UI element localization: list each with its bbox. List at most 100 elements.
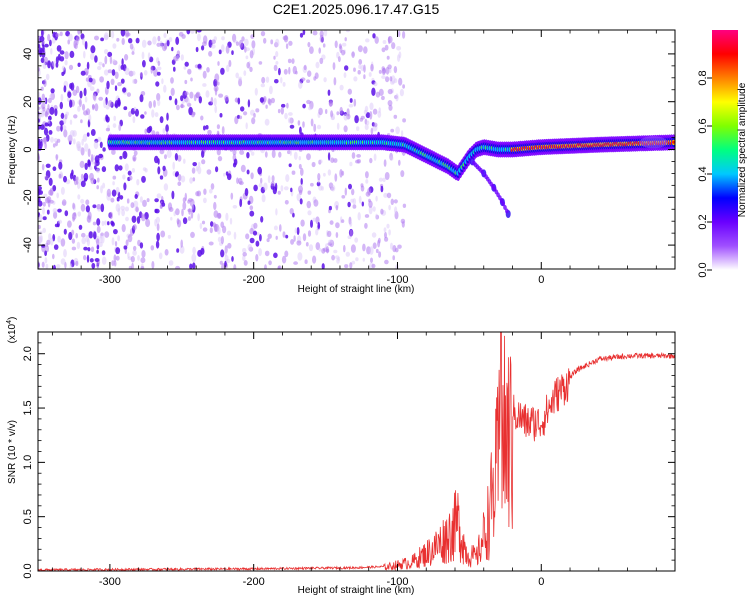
noise-blob: [118, 165, 123, 171]
noise-blob: [213, 194, 217, 199]
noise-blob: [400, 130, 404, 137]
noise-blob: [381, 95, 385, 101]
noise-blob: [351, 152, 356, 159]
noise-blob: [128, 111, 132, 118]
noise-blob: [156, 66, 162, 71]
noise-blob: [349, 221, 353, 227]
noise-blob: [217, 212, 222, 219]
noise-blob: [98, 241, 103, 247]
noise-blob: [338, 56, 341, 63]
noise-blob: [39, 230, 43, 235]
noise-blob: [241, 36, 245, 42]
noise-blob: [245, 55, 249, 60]
noise-blob: [317, 221, 321, 230]
noise-blob: [56, 192, 59, 199]
noise-blob: [238, 39, 244, 48]
noise-blob: [363, 74, 366, 80]
noise-blob: [313, 199, 319, 207]
noise-blob: [44, 122, 50, 127]
noise-blob: [163, 84, 167, 93]
noise-blob: [273, 55, 276, 60]
noise-blob: [68, 231, 73, 241]
noise-blob: [158, 252, 163, 260]
noise-blob: [344, 264, 349, 269]
noise-blob: [200, 115, 204, 121]
noise-blob: [184, 79, 188, 85]
noise-blob: [255, 108, 260, 113]
noise-blob: [190, 210, 194, 219]
noise-blob: [275, 235, 278, 240]
noise-blob: [58, 173, 62, 179]
noise-blob: [259, 234, 262, 242]
noise-blob: [309, 46, 314, 54]
noise-blob: [260, 30, 266, 37]
noise-blob: [300, 219, 305, 227]
noise-blob: [267, 233, 272, 239]
noise-blob: [168, 260, 174, 266]
noise-blob: [45, 73, 50, 81]
noise-blob: [59, 56, 65, 62]
noise-blob: [318, 47, 322, 54]
noise-blob: [71, 229, 75, 236]
noise-blob: [42, 207, 45, 215]
noise-blob: [246, 61, 250, 69]
noise-blob: [239, 181, 244, 186]
noise-blob: [134, 108, 139, 117]
noise-blob: [354, 115, 359, 124]
noise-blob: [42, 137, 48, 143]
noise-blob: [281, 255, 287, 264]
noise-blob: [299, 126, 302, 135]
noise-blob: [294, 227, 298, 234]
noise-blob: [220, 67, 225, 75]
noise-blob: [226, 173, 232, 181]
noise-blob: [41, 261, 45, 268]
noise-blob: [343, 72, 347, 78]
noise-blob: [258, 183, 263, 188]
noise-blob: [302, 233, 307, 242]
noise-blob: [264, 151, 268, 158]
noise-blob: [190, 231, 195, 238]
noise-blob: [150, 245, 155, 251]
noise-blob: [189, 177, 194, 184]
noise-blob: [175, 36, 180, 46]
noise-blob: [210, 44, 216, 49]
noise-blob: [373, 81, 378, 87]
noise-blob: [96, 218, 101, 226]
noise-blob: [329, 220, 334, 225]
noise-blob: [92, 104, 95, 111]
noise-blob: [275, 61, 279, 65]
noise-blob: [71, 246, 77, 251]
noise-blob: [168, 37, 173, 42]
noise-blob: [127, 170, 132, 176]
noise-blob: [41, 102, 46, 110]
noise-blob: [284, 200, 289, 205]
spectrogram-xtick-label: -300: [99, 274, 121, 286]
noise-blob: [133, 200, 139, 208]
noise-blob: [94, 165, 97, 170]
noise-blob: [355, 257, 359, 262]
noise-blob: [96, 185, 99, 190]
noise-blob: [319, 57, 324, 65]
noise-blob: [307, 230, 312, 237]
snr-axes: -300 -200 -100 0 0.0 0.5 1.0 1.5 2.0: [22, 332, 675, 588]
noise-blob: [275, 208, 278, 216]
noise-blob: [321, 248, 326, 254]
noise-blob: [384, 44, 389, 51]
noise-blob: [383, 192, 388, 198]
noise-blob: [183, 158, 186, 164]
noise-blob: [377, 110, 382, 118]
noise-blob: [253, 222, 258, 229]
noise-blob: [235, 72, 239, 79]
noise-blob: [341, 49, 346, 56]
noise-blob: [302, 103, 306, 109]
noise-blob: [86, 61, 90, 70]
noise-blob: [282, 82, 286, 87]
noise-blob: [288, 163, 292, 168]
noise-blob: [88, 77, 93, 83]
noise-blob: [209, 227, 213, 234]
noise-blob: [216, 81, 220, 86]
noise-blob: [226, 258, 231, 264]
noise-blob: [107, 221, 110, 226]
noise-blob: [99, 141, 103, 148]
noise-blob: [197, 161, 201, 168]
